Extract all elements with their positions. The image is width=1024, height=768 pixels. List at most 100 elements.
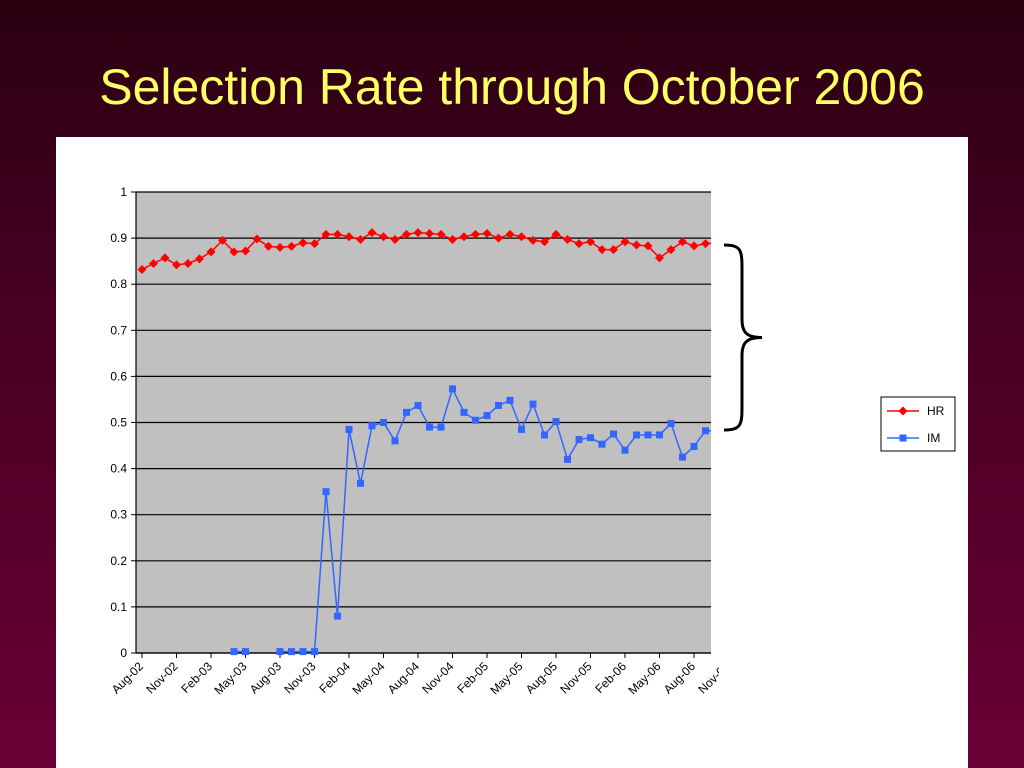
point-hr	[505, 229, 515, 239]
point-im	[702, 427, 709, 435]
brace-annotation	[723, 243, 763, 432]
slide-title: Selection Rate through October 2006	[99, 59, 925, 115]
point-im	[518, 425, 525, 433]
point-im	[598, 440, 606, 448]
x-tick-label: Aug-04	[385, 659, 422, 696]
point-hr	[344, 232, 354, 242]
y-tick-label: 0.7	[110, 323, 127, 337]
point-im	[552, 418, 560, 426]
point-im	[529, 400, 537, 408]
x-tick-label: May-03	[211, 659, 249, 697]
series-im	[230, 385, 721, 656]
legend-label: HR	[927, 404, 945, 418]
point-im	[426, 423, 433, 431]
x-tick-label: May-04	[349, 659, 387, 697]
x-tick-label: May-05	[487, 659, 525, 697]
point-im	[644, 431, 652, 439]
point-hr	[195, 254, 204, 264]
point-im	[345, 425, 353, 433]
point-hr	[574, 239, 584, 249]
x-tick-label: Aug-05	[523, 659, 560, 696]
gridlines	[136, 191, 711, 654]
point-hr	[609, 245, 618, 255]
y-tick-label: 0.3	[110, 508, 127, 522]
point-hr	[367, 228, 377, 238]
point-hr	[701, 239, 710, 249]
point-im	[299, 648, 307, 656]
point-hr	[655, 253, 664, 263]
point-im	[679, 453, 686, 461]
point-hr	[321, 229, 331, 239]
x-tick-label: Feb-03	[178, 659, 215, 696]
point-hr	[678, 237, 687, 247]
point-im	[322, 488, 330, 496]
point-hr	[137, 264, 147, 274]
y-tick-label: 0.2	[110, 554, 127, 568]
point-hr	[356, 234, 365, 244]
point-hr	[264, 241, 273, 251]
point-im	[541, 431, 548, 439]
y-tick-label: 0.4	[110, 462, 127, 476]
point-hr	[436, 229, 446, 239]
point-hr	[459, 232, 469, 242]
point-hr	[218, 235, 227, 245]
point-im	[667, 419, 675, 427]
point-im	[656, 431, 663, 439]
point-hr	[229, 247, 239, 257]
point-im	[495, 401, 502, 409]
point-hr	[632, 240, 641, 250]
point-im	[437, 423, 445, 431]
point-hr	[666, 245, 676, 255]
point-im	[587, 434, 594, 442]
point-im	[391, 437, 399, 445]
x-tick-label: Nov-05	[557, 659, 594, 696]
y-tick-label: 0.1	[110, 600, 127, 614]
point-im	[414, 401, 422, 409]
point-im	[230, 648, 238, 656]
point-im	[276, 648, 284, 656]
point-hr	[713, 238, 722, 247]
x-tick-label: Nov-02	[143, 659, 180, 696]
x-tick-label: Feb-06	[592, 659, 629, 696]
legend-item-im: IM	[887, 431, 940, 445]
point-im	[380, 419, 387, 426]
point-im	[334, 612, 341, 620]
x-tick-label: Aug-02	[109, 659, 146, 696]
x-tick-label: Aug-06	[661, 659, 698, 696]
point-im	[621, 446, 629, 454]
point-hr	[540, 237, 549, 247]
y-tick-label: 0	[120, 646, 127, 660]
point-hr	[252, 234, 262, 244]
point-hr	[517, 232, 526, 242]
x-tick-label: Nov-06	[695, 659, 732, 696]
legend-box	[880, 396, 956, 452]
point-im	[460, 408, 468, 416]
legend-swatch-marker	[899, 434, 907, 442]
point-hr	[586, 237, 595, 247]
x-tick-label: May-06	[625, 659, 663, 697]
point-hr	[390, 234, 400, 244]
point-hr	[333, 229, 342, 239]
point-im	[714, 427, 721, 434]
point-hr	[310, 239, 319, 249]
point-hr	[494, 233, 503, 243]
y-tick-label: 1	[120, 185, 127, 199]
x-tick-label: Feb-05	[454, 659, 491, 696]
point-im	[357, 479, 364, 487]
point-hr	[183, 258, 193, 268]
point-hr	[413, 228, 423, 238]
x-tick-label: Feb-04	[316, 659, 353, 696]
point-hr	[275, 242, 285, 252]
point-hr	[160, 253, 170, 263]
x-tick-label: Nov-03	[281, 659, 318, 696]
point-hr	[402, 229, 411, 239]
point-hr	[689, 241, 699, 251]
point-hr	[298, 238, 308, 248]
legend: HR IM	[880, 396, 956, 452]
x-tick-label: Nov-04	[419, 659, 456, 696]
point-hr	[379, 232, 388, 242]
point-hr	[172, 260, 181, 270]
point-hr	[551, 229, 561, 239]
point-hr	[287, 241, 296, 251]
point-im	[311, 648, 318, 656]
